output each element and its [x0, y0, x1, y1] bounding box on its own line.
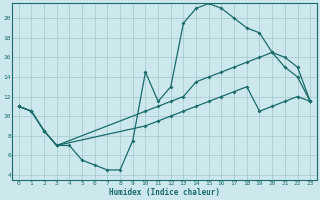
X-axis label: Humidex (Indice chaleur): Humidex (Indice chaleur)	[109, 188, 220, 197]
